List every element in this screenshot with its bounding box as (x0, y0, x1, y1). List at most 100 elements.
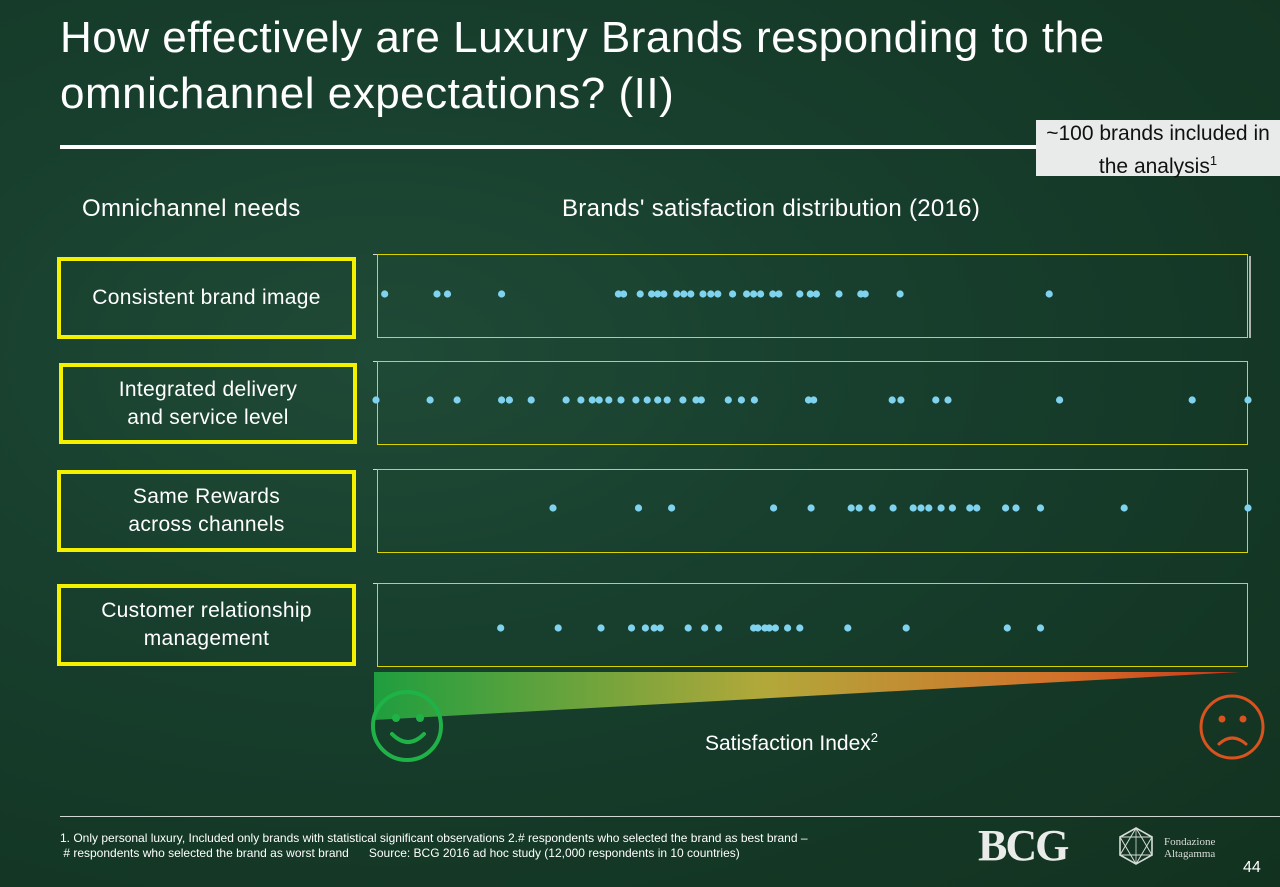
brand-dot (668, 504, 676, 512)
brand-dot (498, 290, 506, 298)
brand-dot (806, 290, 814, 298)
need-label-crm: Customer relationship management (57, 584, 356, 666)
brand-dot (757, 290, 765, 298)
brand-dot (701, 624, 709, 632)
brand-dot (648, 290, 656, 298)
satisfaction-gradient-wedge (374, 672, 1240, 720)
title-divider (60, 145, 1060, 149)
brand-dot (1045, 290, 1053, 298)
brand-dot (372, 396, 380, 404)
brand-dot (855, 504, 863, 512)
footnote: 1. Only personal luxury, Included only b… (60, 831, 940, 861)
brand-dot (562, 396, 570, 404)
brand-dot (750, 396, 759, 404)
brand-dot (1056, 396, 1064, 404)
brand-dot (497, 624, 505, 632)
brand-dot (771, 624, 780, 632)
page-title: How effectively are Luxury Brands respon… (60, 13, 1105, 118)
brand-dot (1003, 624, 1011, 632)
brand-dot (699, 290, 707, 298)
footnote-line-2: # respondents who selected the brand as … (60, 846, 740, 860)
brand-dot (498, 396, 506, 404)
brand-dot (715, 624, 723, 632)
fondazione-altagamma-text: Fondazione Altagamma (1164, 836, 1215, 860)
brand-dot (917, 504, 925, 512)
brand-dot (765, 624, 773, 632)
brand-dot (737, 396, 746, 404)
brand-dot (925, 504, 933, 512)
brand-dot (724, 396, 732, 404)
brand-dot (595, 396, 603, 404)
brand-dot (605, 396, 613, 404)
brand-dot (663, 396, 671, 404)
brand-dot (896, 290, 904, 298)
brand-dot (641, 624, 650, 632)
satisfaction-index-label: Satisfaction Index2 (705, 724, 878, 758)
brand-dot (636, 290, 644, 298)
brand-dot (443, 290, 452, 298)
brand-dot (1188, 396, 1196, 404)
brand-dot (684, 624, 692, 632)
brand-dot (527, 396, 535, 404)
footnote-mark-1: 1 (1209, 153, 1218, 168)
brand-dot (868, 504, 876, 512)
brand-dot (632, 396, 640, 404)
brand-dot (729, 290, 737, 298)
brand-dot (620, 290, 628, 298)
brand-dot (902, 624, 910, 632)
brand-dot (754, 624, 762, 632)
track-tick (373, 361, 377, 362)
brand-dot (549, 504, 557, 512)
brand-dot (889, 504, 897, 512)
brand-dot (433, 290, 441, 298)
brand-dot (932, 396, 940, 404)
brand-dot (597, 624, 605, 632)
need-label-brand-image: Consistent brand image (57, 257, 356, 339)
need-label-text: Consistent brand image (92, 286, 321, 309)
brand-dot (654, 290, 662, 298)
brand-dot (554, 624, 562, 632)
track-tick (373, 254, 377, 255)
brand-dot (743, 290, 751, 298)
brand-dot (966, 504, 974, 512)
brand-dot (796, 290, 804, 298)
brand-dot (888, 396, 896, 404)
fondazione-text-line-1: Fondazione (1164, 836, 1216, 848)
brand-dot (937, 504, 945, 512)
brand-dot (847, 504, 855, 512)
need-label-rewards: Same Rewards across channels (57, 470, 356, 552)
sad-face-icon (1199, 694, 1265, 760)
brand-dot (588, 396, 596, 404)
dot-layer (372, 290, 1252, 632)
brand-dot (1012, 504, 1020, 512)
brand-dot (687, 290, 695, 298)
brand-dot (673, 290, 681, 298)
brand-dot (770, 504, 778, 512)
brand-dot (505, 396, 513, 404)
brand-dot (1036, 624, 1045, 632)
need-label-text: Customer relationship management (101, 599, 312, 650)
brand-dot (897, 396, 905, 404)
footnote-line-1: 1. Only personal luxury, Included only b… (60, 831, 808, 845)
track-tick (373, 583, 377, 584)
brand-dot (714, 290, 722, 298)
brand-dot (660, 290, 668, 298)
brand-dot (948, 504, 957, 512)
fondazione-altagamma-logo-icon (1119, 827, 1153, 865)
brand-dot (1244, 504, 1252, 512)
footer-divider (60, 816, 1280, 817)
brands-count-text: ~100 brands included in the analysis (1046, 122, 1270, 178)
brand-dot (654, 396, 662, 404)
brand-dot (775, 290, 783, 298)
brand-dot (643, 396, 651, 404)
track-tick (373, 469, 377, 470)
brand-dot (812, 290, 821, 298)
brand-dot (784, 624, 792, 632)
brand-dot (617, 396, 625, 404)
brand-dot (844, 624, 852, 632)
brand-dot (614, 290, 623, 298)
brand-dot (807, 504, 815, 512)
page-number: 44 (1243, 859, 1261, 876)
needs-column-header: Omnichannel needs (82, 195, 301, 222)
